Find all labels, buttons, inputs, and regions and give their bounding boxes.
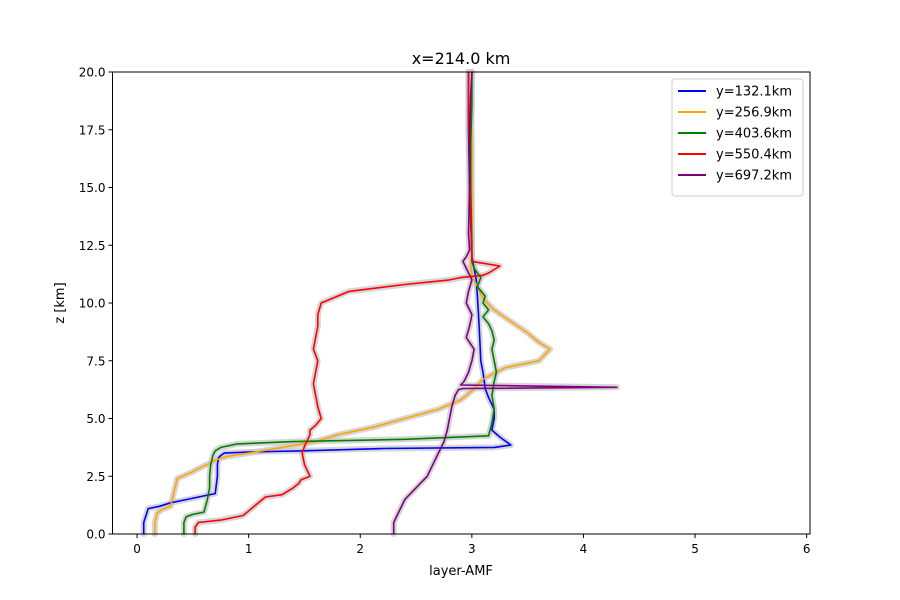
series-line-1 <box>142 72 512 534</box>
y-tick-label: 0.0 <box>86 528 105 542</box>
series-line-3 <box>183 72 498 534</box>
legend-label-2: y=256.9km <box>716 106 792 121</box>
y-tick-label: 2.5 <box>86 470 105 484</box>
series-line-2 <box>154 71 551 534</box>
x-tick-label: 1 <box>245 542 253 556</box>
chart-title: x=214.0 km <box>412 49 511 68</box>
x-axis-label: layer-AMF <box>429 564 493 579</box>
x-tick-label: 5 <box>691 542 699 556</box>
x-tick-label: 0 <box>133 542 141 556</box>
x-axis-ticks: 0 1 2 3 4 5 6 <box>133 534 810 556</box>
legend: y=132.1km y=256.9km y=403.6km y=550.4km y=69… <box>671 78 804 197</box>
y-tick-label: 17.5 <box>79 123 106 137</box>
y-tick-label: 12.5 <box>79 239 106 253</box>
legend-label-3: y=403.6km <box>716 127 792 142</box>
y-tick-label: 10.0 <box>79 297 106 311</box>
y-axis-ticks: 0.0 2.5 5.0 7.5 10.0 12.5 15.0 17.5 20.0 <box>79 66 113 542</box>
y-axis-label: z [km] <box>53 282 68 323</box>
series-line-4 <box>194 72 501 534</box>
legend-label-4: y=550.4km <box>716 148 792 163</box>
y-tick-label: 7.5 <box>86 354 105 368</box>
y-tick-label: 20.0 <box>79 66 106 80</box>
x-tick-label: 3 <box>468 542 476 556</box>
legend-box <box>671 78 804 197</box>
y-tick-label: 15.0 <box>79 181 106 195</box>
y-tick-label: 5.0 <box>86 412 105 426</box>
x-tick-label: 6 <box>803 542 811 556</box>
series-lines <box>142 71 618 534</box>
series-line-5 <box>392 71 618 534</box>
x-tick-label: 2 <box>356 542 364 556</box>
legend-label-5: y=697.2km <box>716 169 792 184</box>
legend-label-1: y=132.1km <box>716 85 792 100</box>
x-tick-label: 4 <box>580 542 588 556</box>
